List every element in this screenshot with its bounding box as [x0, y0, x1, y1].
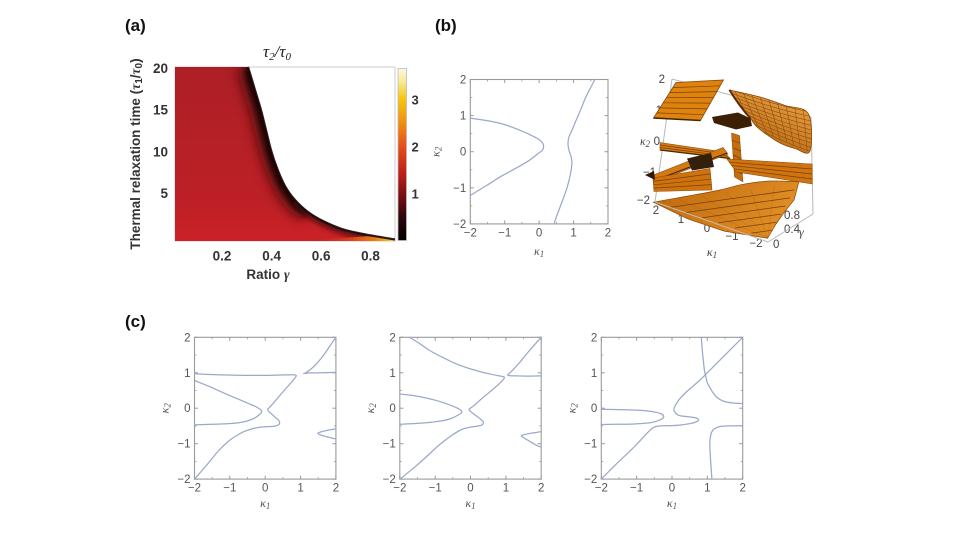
svg-text:1: 1 [389, 368, 395, 380]
svg-text:0: 0 [460, 147, 466, 159]
svg-text:−1: −1 [725, 231, 738, 243]
svg-text:κ1: κ1 [667, 496, 677, 511]
svg-text:1: 1 [570, 227, 576, 239]
svg-text:(c): (c) [125, 312, 146, 331]
svg-text:0: 0 [704, 223, 710, 235]
svg-text:κ1: κ1 [260, 496, 270, 511]
svg-text:κ2: κ2 [564, 403, 579, 414]
svg-text:−1: −1 [429, 483, 442, 495]
svg-text:−1: −1 [584, 439, 597, 451]
svg-text:2: 2 [333, 483, 339, 495]
svg-text:−1: −1 [177, 439, 190, 451]
svg-text:0.8: 0.8 [784, 210, 800, 222]
svg-text:0: 0 [654, 136, 660, 148]
svg-text:−2: −2 [393, 483, 406, 495]
svg-text:0.4: 0.4 [262, 249, 281, 264]
svg-text:10: 10 [153, 144, 168, 159]
svg-text:2: 2 [184, 332, 190, 344]
svg-text:κ2: κ2 [640, 136, 651, 149]
svg-text:0: 0 [184, 403, 190, 415]
svg-text:2: 2 [412, 140, 419, 155]
svg-text:3: 3 [412, 93, 419, 108]
svg-text:−2: −2 [453, 219, 466, 231]
svg-text:2: 2 [389, 332, 395, 344]
svg-text:κ1: κ1 [534, 244, 544, 259]
svg-text:1: 1 [704, 483, 710, 495]
svg-text:−2: −2 [749, 238, 762, 250]
svg-text:1: 1 [297, 483, 303, 495]
svg-text:0: 0 [773, 239, 779, 251]
svg-text:0.6: 0.6 [312, 249, 331, 264]
svg-text:κ2: κ2 [363, 403, 378, 414]
svg-text:1: 1 [184, 368, 190, 380]
svg-text:0: 0 [262, 483, 268, 495]
svg-text:−2: −2 [188, 483, 201, 495]
svg-text:κ1: κ1 [465, 496, 475, 511]
svg-text:2: 2 [739, 483, 745, 495]
svg-text:κ2: κ2 [158, 403, 173, 414]
svg-text:1: 1 [678, 214, 684, 226]
svg-text:1: 1 [591, 368, 597, 380]
svg-text:κ2: κ2 [428, 146, 443, 157]
svg-text:0: 0 [467, 483, 473, 495]
svg-text:0: 0 [536, 227, 542, 239]
svg-text:2: 2 [460, 75, 466, 87]
svg-text:2: 2 [605, 227, 611, 239]
svg-text:0.4: 0.4 [784, 224, 801, 236]
svg-text:−2: −2 [584, 474, 597, 486]
svg-text:−2: −2 [383, 474, 396, 486]
svg-text:1: 1 [412, 187, 419, 202]
svg-text:κ1: κ1 [707, 245, 717, 260]
svg-text:0.8: 0.8 [361, 249, 380, 264]
svg-text:−1: −1 [498, 227, 511, 239]
svg-text:20: 20 [153, 61, 168, 76]
svg-text:1: 1 [503, 483, 509, 495]
svg-text:2: 2 [538, 483, 544, 495]
svg-text:−2: −2 [595, 483, 608, 495]
svg-text:2: 2 [591, 332, 597, 344]
svg-text:2: 2 [653, 205, 659, 217]
svg-text:(a): (a) [125, 16, 146, 35]
svg-text:15: 15 [153, 103, 169, 118]
svg-text:−2: −2 [637, 195, 650, 207]
svg-text:0: 0 [389, 403, 395, 415]
svg-text:Thermal relaxation time (τ1/τ0: Thermal relaxation time (τ1/τ0) [128, 58, 145, 249]
svg-text:−1: −1 [223, 483, 236, 495]
svg-text:−2: −2 [177, 474, 190, 486]
svg-text:1: 1 [460, 111, 466, 123]
svg-text:γ: γ [799, 225, 804, 239]
svg-text:−1: −1 [453, 183, 466, 195]
svg-text:(b): (b) [435, 16, 457, 35]
svg-text:−1: −1 [383, 439, 396, 451]
svg-text:0.2: 0.2 [213, 249, 232, 264]
svg-text:2: 2 [659, 74, 665, 86]
svg-text:0: 0 [591, 403, 597, 415]
svg-text:5: 5 [160, 186, 168, 201]
svg-text:Ratio γ: Ratio γ [246, 267, 290, 282]
svg-text:0: 0 [669, 483, 675, 495]
svg-text:−2: −2 [464, 227, 477, 239]
svg-text:−1: −1 [630, 483, 643, 495]
